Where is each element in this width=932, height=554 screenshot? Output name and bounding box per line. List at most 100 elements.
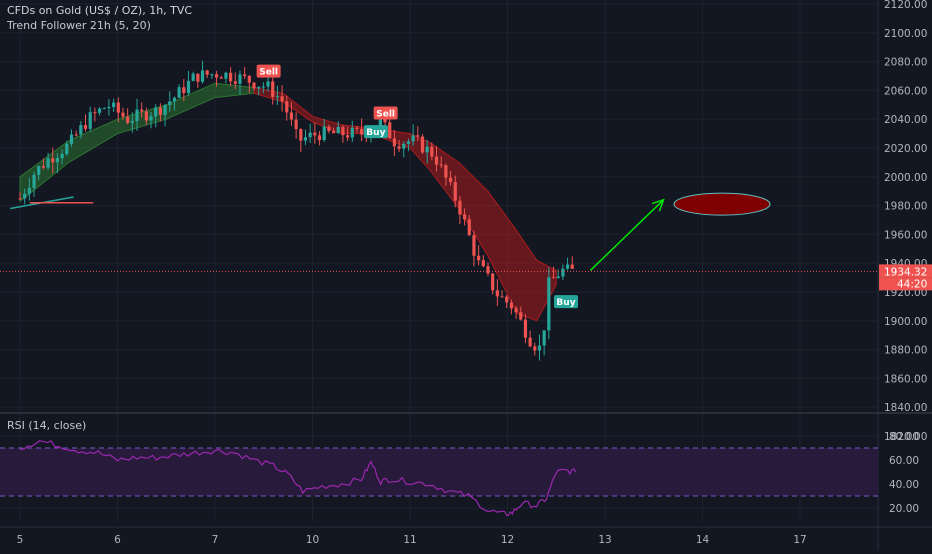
candle-body (416, 135, 420, 137)
candle-body (570, 264, 574, 269)
candle-body (402, 143, 406, 149)
candle-body (463, 214, 467, 220)
candle-body (425, 146, 429, 153)
candle-body (280, 96, 284, 102)
candle-body (41, 166, 45, 168)
candle-body (168, 101, 172, 106)
candle-body (542, 330, 546, 346)
candle-body (313, 132, 317, 136)
candle-body (32, 174, 36, 188)
candle-body (97, 108, 102, 113)
time-tick-label: 17 (793, 534, 806, 546)
price-tick-label: 2100.00 (884, 28, 927, 40)
price-tick-label: 1900.00 (884, 316, 927, 328)
candle-body (93, 112, 97, 114)
candle-body (341, 126, 345, 136)
price-tick-label: 1880.00 (884, 345, 927, 357)
buy-signal-box (554, 295, 578, 309)
candle-body (388, 122, 392, 139)
candle-body (182, 87, 186, 94)
candle-body (69, 134, 74, 144)
symbol-legend[interactable]: CFDs on Gold (US$ / OZ), 1h, TVC (7, 4, 192, 17)
candle-body (439, 164, 443, 166)
candle-body (229, 72, 233, 82)
candle-body (121, 112, 125, 117)
candle-body (420, 136, 425, 153)
candle-body (350, 127, 354, 138)
candle-body (397, 146, 401, 149)
countdown-bg (879, 277, 932, 291)
indicator-legend[interactable]: Trend Follower 21h (5, 20) (7, 19, 151, 32)
candle-body (378, 118, 382, 128)
candle-body (477, 255, 481, 261)
candle-body (116, 102, 120, 113)
candle-body (448, 177, 453, 183)
time-tick-label: 6 (114, 534, 121, 546)
price-tick-label: 1840.00 (884, 402, 927, 414)
candle-body (18, 198, 22, 200)
candle-body (271, 81, 275, 98)
candle-body (83, 125, 88, 129)
candle-body (500, 296, 504, 298)
candle-body (60, 154, 64, 159)
target-arrow-head (651, 198, 665, 212)
buy-signal: Buy (363, 125, 388, 139)
candle-body (355, 127, 359, 129)
candle-body (88, 112, 92, 129)
candle-body (533, 346, 537, 351)
candle-body (219, 77, 223, 79)
candle-body (537, 345, 542, 351)
candle-body (102, 108, 106, 110)
candle-body (308, 132, 312, 138)
candle-body (275, 96, 279, 98)
candle-body (51, 158, 55, 163)
candle-body (285, 101, 289, 113)
candle-body (514, 308, 518, 313)
buy-signal-box (363, 125, 388, 139)
candle-body (303, 137, 308, 141)
candle-body (509, 302, 513, 309)
candle-body (519, 312, 523, 320)
candle-body (186, 80, 191, 94)
time-tick-label: 7 (212, 534, 219, 546)
buy-signal-label: Buy (556, 298, 575, 308)
rsi-tick-label: 80.00 (889, 431, 919, 443)
price-tick-label: 1860.00 (884, 373, 927, 385)
candle-body (140, 109, 144, 112)
price-tick-label: 2080.00 (884, 57, 927, 69)
candle-body (163, 105, 167, 115)
candle-body (523, 319, 528, 338)
rsi-line (19, 440, 577, 516)
sell-signal-label: Sell (376, 109, 395, 119)
candle-body (556, 276, 560, 279)
countdown-value: 44:20 (897, 278, 927, 290)
price-tick-label: 2060.00 (884, 85, 927, 97)
candle-body (299, 129, 303, 141)
time-tick-label: 10 (306, 534, 319, 546)
candle-body (481, 260, 485, 267)
candle-body (444, 165, 448, 178)
target-arrow (589, 199, 665, 271)
candle-body (27, 187, 31, 194)
candle-body (247, 75, 251, 83)
time-tick-label: 12 (501, 534, 514, 546)
candle-body (327, 126, 331, 132)
candle-body (266, 81, 270, 87)
candle-body (23, 193, 27, 199)
price-tick-label: 1820.00 (884, 431, 927, 443)
candle-body (74, 134, 78, 136)
candle-body (200, 70, 205, 82)
candle-body (252, 82, 256, 89)
candle-body (261, 86, 265, 88)
rsi-tick-label: 40.00 (889, 479, 919, 491)
rsi-legend[interactable]: RSI (14, close) (7, 419, 86, 432)
candle-body (317, 135, 322, 141)
candle-body (126, 116, 130, 123)
candle-body (434, 156, 439, 165)
candle-body (472, 235, 476, 256)
candle-body (172, 97, 177, 102)
candle-body (346, 135, 350, 138)
